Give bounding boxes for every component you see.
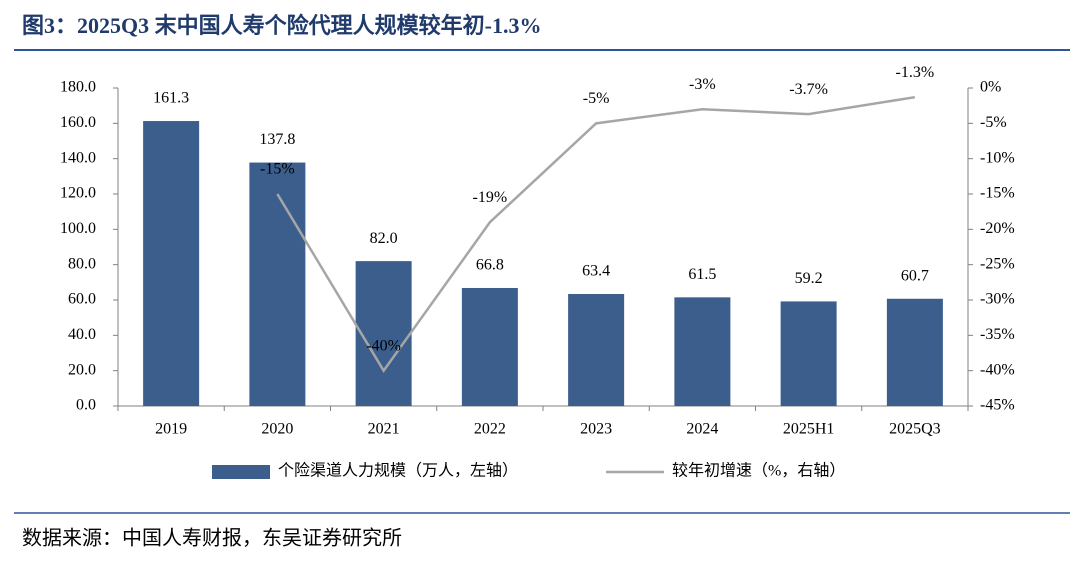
bar — [143, 121, 200, 406]
y2-tick-label: -10% — [980, 149, 1015, 166]
y2-tick-label: 0% — [980, 79, 1001, 96]
y-tick-label: 0.0 — [76, 397, 96, 414]
y2-tick-label: -45% — [980, 397, 1015, 414]
y-tick-label: 40.0 — [68, 326, 96, 343]
line-label: -40% — [366, 337, 401, 354]
line-label: -5% — [583, 90, 610, 107]
y2-tick-label: -5% — [980, 114, 1007, 131]
bar — [674, 297, 731, 406]
x-tick-label: 2025Q3 — [889, 421, 941, 438]
x-tick-label: 2023 — [580, 421, 612, 438]
y2-tick-label: -35% — [980, 326, 1015, 343]
y-tick-label: 100.0 — [60, 220, 96, 237]
source: 数据来源：中国人寿财报，东吴证券研究所 — [22, 527, 402, 550]
y2-tick-label: -25% — [980, 255, 1015, 272]
line-label: -1.3% — [896, 64, 935, 81]
bar — [568, 293, 625, 406]
line-label: -3.7% — [789, 81, 828, 98]
line-label: -19% — [473, 189, 508, 206]
y2-tick-label: -20% — [980, 220, 1015, 237]
bar-label: 82.0 — [370, 230, 398, 247]
bar — [249, 162, 306, 406]
y2-tick-label: -30% — [980, 291, 1015, 308]
y-tick-label: 160.0 — [60, 114, 96, 131]
bar-label: 137.8 — [259, 131, 295, 148]
x-tick-label: 2020 — [261, 421, 293, 438]
chart-title: 图3：2025Q3 末中国人寿个险代理人规模较年初-1.3% — [22, 13, 541, 38]
bar — [461, 287, 518, 406]
y-tick-label: 180.0 — [60, 79, 96, 96]
line-label: -15% — [260, 161, 295, 178]
bar-label: 59.2 — [795, 270, 823, 287]
bar — [886, 298, 943, 406]
x-tick-label: 2022 — [474, 421, 506, 438]
y2-tick-label: -15% — [980, 185, 1015, 202]
bar-label: 63.4 — [582, 263, 610, 280]
legend-swatch — [212, 465, 270, 479]
bar-label: 161.3 — [153, 90, 189, 107]
bar — [780, 301, 837, 406]
legend-label: 较年初增速（%，右轴） — [672, 462, 845, 480]
legend-label: 个险渠道人力规模（万人，左轴） — [278, 462, 518, 480]
y2-tick-label: -40% — [980, 361, 1015, 378]
y-tick-label: 20.0 — [68, 361, 96, 378]
line — [276, 95, 916, 373]
y-tick-label: 120.0 — [60, 185, 96, 202]
x-tick-label: 2021 — [368, 421, 400, 438]
bar-label: 60.7 — [901, 267, 929, 284]
bar — [355, 261, 412, 406]
x-tick-label: 2025H1 — [783, 421, 835, 438]
x-tick-label: 2019 — [155, 421, 187, 438]
bar-label: 61.5 — [688, 266, 716, 283]
y-tick-label: 140.0 — [60, 149, 96, 166]
x-tick-label: 2024 — [686, 421, 718, 438]
bar-label: 66.8 — [476, 257, 504, 274]
y-tick-label: 60.0 — [68, 291, 96, 308]
y-tick-label: 80.0 — [68, 255, 96, 272]
line-label: -3% — [689, 76, 716, 93]
